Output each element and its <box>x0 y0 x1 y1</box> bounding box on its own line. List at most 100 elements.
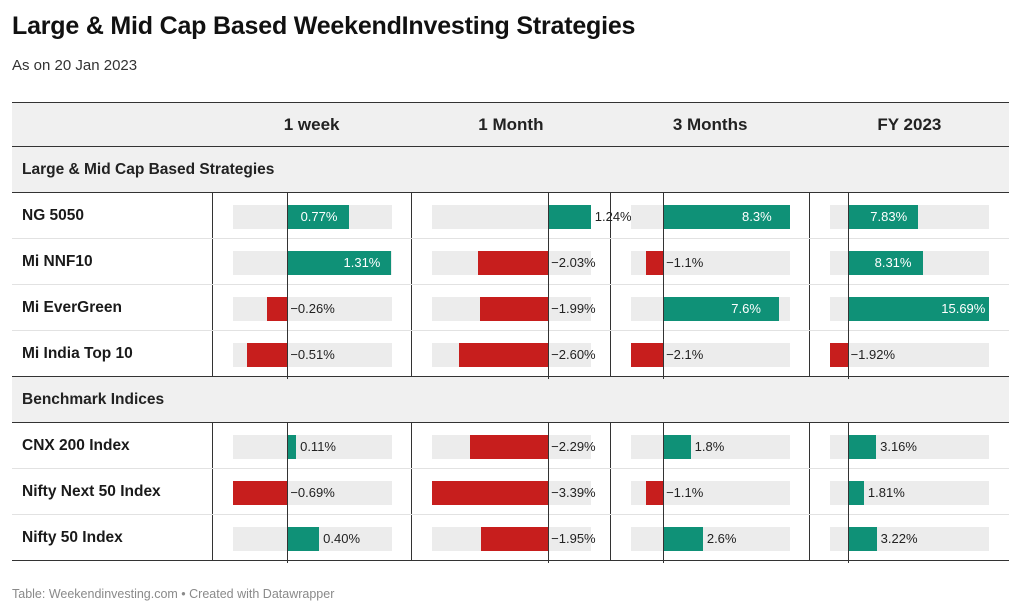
chart-subtitle: As on 20 Jan 2023 <box>12 57 138 74</box>
zero-line <box>847 193 849 241</box>
header-3-months: 3 Months <box>610 102 810 147</box>
zero-line <box>548 193 550 241</box>
positive-bar <box>663 297 780 321</box>
section-row-large-mid-cap-based-strategies: Large & Mid Cap Based Strategies <box>12 146 1009 193</box>
value-label: 8.3% <box>742 209 772 224</box>
bar-track: −1.1% <box>631 239 790 287</box>
negative-bar <box>646 481 664 505</box>
bar-track: −2.29% <box>431 423 596 471</box>
value-cell: 0.77% <box>212 192 412 241</box>
header-1-month: 1 Month <box>411 102 611 147</box>
row-name: NG 5050 <box>12 192 213 239</box>
value-label: −1.99% <box>551 301 596 316</box>
negative-bar <box>246 343 288 367</box>
value-cell: 1.31% <box>212 238 412 287</box>
header-fy-2023: FY 2023 <box>809 102 1009 147</box>
zero-line <box>548 285 550 333</box>
table-row: Mi NNF10 1.31% −2.03% −1.1% 8.31% <box>12 238 1009 287</box>
value-cell: −3.39% <box>411 468 612 517</box>
value-label: 7.6% <box>731 301 761 316</box>
chart-footer: Table: Weekendinvesting.com • Created wi… <box>12 587 335 601</box>
positive-bar <box>663 205 790 229</box>
bar-track: 7.6% <box>631 285 790 333</box>
value-cell: −0.51% <box>212 330 412 379</box>
value-cell: 15.69% <box>809 284 1009 333</box>
header-blank <box>12 102 212 147</box>
value-label: 0.77% <box>300 209 338 224</box>
bar-track: −1.95% <box>431 515 596 563</box>
value-cell: 7.6% <box>610 284 811 333</box>
bar-track: 3.22% <box>830 515 990 563</box>
value-cell: −0.26% <box>212 284 412 333</box>
zero-line <box>548 239 550 287</box>
value-cell: −1.99% <box>411 284 612 333</box>
row-name: Nifty Next 50 Index <box>12 468 213 515</box>
value-cell: 7.83% <box>809 192 1009 241</box>
table-row: Mi India Top 10 −0.51% −2.60% −2.1% −1.92% <box>12 330 1009 379</box>
value-label: −1.1% <box>666 485 704 500</box>
negative-bar <box>232 481 288 505</box>
zero-line <box>548 469 550 517</box>
negative-bar <box>266 297 288 321</box>
zero-line <box>847 331 849 379</box>
positive-bar <box>287 205 349 229</box>
value-cell: −2.60% <box>411 330 612 379</box>
zero-line <box>663 331 665 379</box>
value-label: −0.69% <box>290 485 335 500</box>
positive-bar <box>847 297 990 321</box>
value-cell: −2.29% <box>411 422 612 471</box>
section-label: Benchmark Indices <box>12 376 1009 423</box>
row-name: CNX 200 Index <box>12 422 213 469</box>
zero-line <box>663 469 665 517</box>
value-cell: −2.1% <box>610 330 811 379</box>
table-body: Large & Mid Cap Based Strategies NG 5050 0… <box>12 146 1009 563</box>
zero-line <box>548 331 550 379</box>
value-cell: 0.11% <box>212 422 412 471</box>
negative-bar <box>469 435 549 459</box>
value-cell: 8.3% <box>610 192 811 241</box>
table-row: Nifty 50 Index 0.40% −1.95% 2.6% 3.22% <box>12 514 1009 563</box>
zero-line <box>548 515 550 563</box>
value-cell: 3.22% <box>809 514 1009 563</box>
bar-track: −1.1% <box>631 469 790 517</box>
positive-bar <box>847 435 877 459</box>
value-label: 1.81% <box>867 485 905 500</box>
row-name: Nifty 50 Index <box>12 514 213 561</box>
value-cell: 2.6% <box>610 514 811 563</box>
bar-track: −0.26% <box>232 285 392 333</box>
value-label: 7.83% <box>870 209 908 224</box>
value-label: 0.11% <box>300 439 336 454</box>
value-cell: 0.40% <box>212 514 412 563</box>
zero-line <box>663 515 665 563</box>
zero-line <box>663 239 665 287</box>
positive-bar <box>847 481 864 505</box>
value-cell: −0.69% <box>212 468 412 517</box>
value-label: −2.1% <box>666 347 704 362</box>
row-name: Mi India Top 10 <box>12 330 213 377</box>
row-name: Mi EverGreen <box>12 284 213 331</box>
table-row: Mi EverGreen −0.26% −1.99% 7.6% 15.69% <box>12 284 1009 333</box>
bar-track: 1.8% <box>631 423 790 471</box>
negative-bar <box>458 343 549 367</box>
header-1-week: 1 week <box>212 102 412 147</box>
value-label: −1.95% <box>551 531 596 546</box>
bar-track: −2.03% <box>431 239 596 287</box>
value-cell: 1.24% <box>411 192 632 241</box>
zero-line <box>287 285 289 333</box>
bar-track: 0.11% <box>232 423 392 471</box>
value-cell: 1.8% <box>610 422 811 471</box>
zero-line <box>847 469 849 517</box>
zero-line <box>663 285 665 333</box>
bar-track: 3.16% <box>830 423 990 471</box>
positive-bar <box>287 251 392 275</box>
value-cell: −1.1% <box>610 468 811 517</box>
bar-track: −0.51% <box>232 331 392 379</box>
table-row: NG 5050 0.77% 1.24% 8.3% 7.83% <box>12 192 1009 241</box>
bar-track: 2.6% <box>631 515 790 563</box>
value-cell: 1.81% <box>809 468 1009 517</box>
section-row-benchmark-indices: Benchmark Indices <box>12 376 1009 423</box>
section-label: Large & Mid Cap Based Strategies <box>12 146 1009 193</box>
bar-track: 1.31% <box>232 239 392 287</box>
zero-line <box>663 193 665 241</box>
value-label: 1.31% <box>343 255 381 270</box>
